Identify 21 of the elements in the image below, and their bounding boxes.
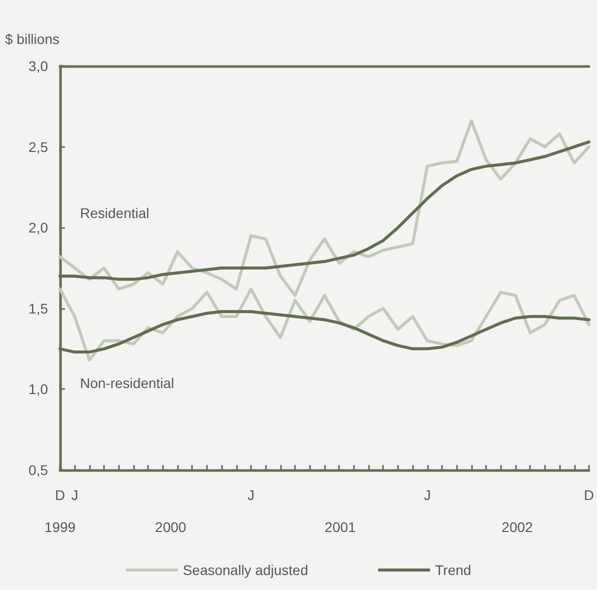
y-tick-label: 2,5 [28,138,48,155]
text: 2001 [324,519,356,535]
annotation: Non-residential [80,375,174,391]
x-tick-label: D [584,487,594,503]
legend-label: Trend [435,562,472,578]
y-tick-label: 1,0 [28,381,48,398]
line-series [58,119,590,297]
text: 1999 [44,519,76,535]
y-tick-label: 1,5 [28,300,48,316]
x-tick-label: J [424,487,431,503]
x-tick-label: J [71,487,78,503]
text: 2002 [502,519,534,535]
x-tick-label: D [54,487,66,503]
annotation: Residential [80,205,150,221]
y-tick-label: 3,0 [28,58,48,74]
y-tick-label: 2,0 [28,220,48,236]
y-axis-title: $ billions [5,31,60,47]
y-tick-label: 0,5 [28,462,48,478]
legend-label: Seasonally adjusted [182,562,308,578]
text: 2000 [155,519,186,535]
x-tick-label: J [248,487,255,503]
